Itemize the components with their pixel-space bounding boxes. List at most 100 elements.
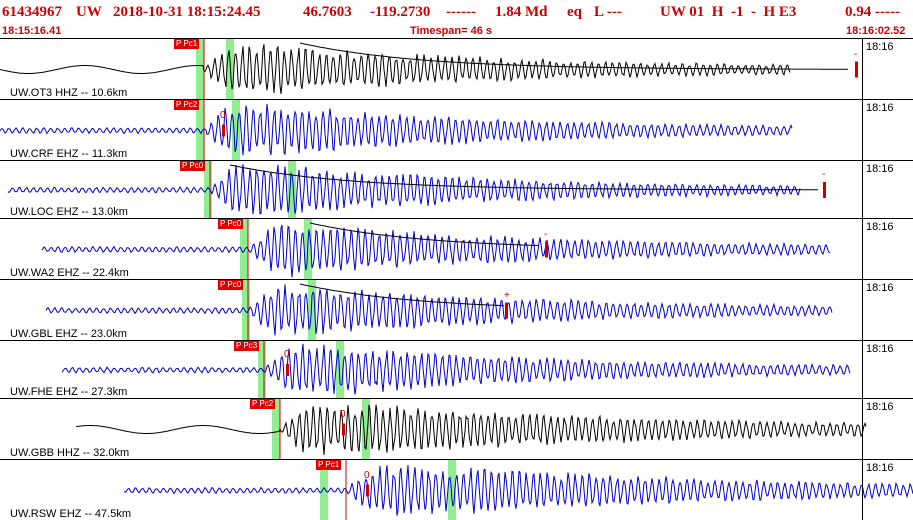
- waveform-plot: [45, 280, 833, 340]
- window-end-marker[interactable]: [308, 280, 316, 340]
- coda-end-marker[interactable]: [505, 302, 508, 319]
- waveform-plot: [61, 341, 851, 398]
- station-label: UW.GBB HHZ -- 32.0km: [10, 447, 130, 459]
- coda-end-marker[interactable]: [545, 241, 548, 258]
- start-time: 18:15:16.41: [2, 25, 62, 37]
- window-end-marker[interactable]: [362, 399, 370, 459]
- amplitude-label: 0: [220, 109, 226, 121]
- waveform-trace: [0, 44, 791, 95]
- waveform-plot: [0, 39, 858, 99]
- trace-time-label: 18:16: [866, 401, 894, 413]
- trace-row[interactable]: 0 P Pc2 18:16 UW.GBB HHZ -- 32.0km: [0, 398, 913, 459]
- time-marker-line: [862, 100, 863, 160]
- waveform-trace: [123, 465, 913, 516]
- event-longitude: -119.2730: [370, 4, 431, 20]
- station-label: UW.CRF EHZ -- 11.3km: [10, 148, 128, 160]
- amplitude-pick-marker[interactable]: [342, 423, 345, 436]
- trace-row[interactable]: 0 P Pc1 18:16 UW.RSW EHZ -- 47.5km: [0, 459, 913, 520]
- window-end-marker[interactable]: [232, 100, 240, 160]
- waveform-trace: [45, 284, 833, 336]
- window-start-marker[interactable]: [196, 100, 204, 160]
- amplitude-label: +: [504, 289, 510, 301]
- p-pick-tag[interactable]: P Pc0: [180, 161, 206, 171]
- waveform-trace: [75, 404, 867, 455]
- station-label: UW.FHE EHZ -- 27.3km: [10, 386, 128, 398]
- trace-row[interactable]: + P Pc0 18:16 UW.GBL EHZ -- 23.0km: [0, 279, 913, 340]
- time-marker-line: [862, 219, 863, 279]
- trace-time-label: 18:16: [866, 343, 894, 355]
- trace-time-label: 18:16: [866, 41, 894, 53]
- station-label: UW.LOC EHZ -- 13.0km: [10, 206, 128, 218]
- event-latitude: 46.7603: [303, 4, 352, 20]
- coda-end-marker[interactable]: [855, 61, 858, 78]
- event-datetime: 2018-10-31 18:15:24.45: [113, 4, 261, 20]
- event-quality: UW 01 H -1 - H E3: [660, 4, 797, 20]
- amplitude-pick-marker[interactable]: [286, 364, 289, 376]
- waveform-plot: [41, 219, 831, 279]
- window-end-marker[interactable]: [288, 161, 296, 218]
- trace-time-label: 18:16: [866, 102, 894, 114]
- p-pick-tag[interactable]: P Pc0: [218, 219, 244, 229]
- amplitude-pick-marker[interactable]: [366, 484, 369, 497]
- p-pick-tag[interactable]: P Pc2: [250, 399, 276, 409]
- amplitude-pick-marker[interactable]: [222, 124, 225, 137]
- event-location-flag: L ---: [594, 4, 622, 20]
- station-label: UW.WA2 EHZ -- 22.4km: [10, 267, 129, 279]
- window-end-marker[interactable]: [448, 460, 456, 520]
- trace-row[interactable]: - P Pc0 18:16 UW.WA2 EHZ -- 22.4km: [0, 218, 913, 279]
- waveform-trace: [61, 343, 851, 395]
- station-label: UW.GBL EHZ -- 23.0km: [10, 328, 127, 340]
- window-end-marker[interactable]: [336, 341, 344, 398]
- trace-row[interactable]: 0 P Pc3 18:16 UW.FHE EHZ -- 27.3km: [0, 340, 913, 398]
- time-marker-line: [862, 399, 863, 459]
- trace-time-label: 18:16: [866, 462, 894, 474]
- time-marker-line: [862, 341, 863, 398]
- p-pick-tag[interactable]: P Pc2: [174, 100, 200, 110]
- coda-end-marker[interactable]: [823, 182, 826, 198]
- amplitude-label: -: [822, 169, 826, 180]
- waveform-plot: [75, 399, 867, 459]
- coda-fit-curve: [229, 164, 818, 191]
- waveform-trace: [0, 103, 793, 156]
- trace-time-label: 18:16: [866, 282, 894, 294]
- window-start-marker[interactable]: [320, 460, 328, 520]
- event-header: 61434967 UW 2018-10-31 18:15:24.45 46.76…: [0, 0, 913, 24]
- waveform-plot: [123, 460, 913, 520]
- p-pick-tag[interactable]: P Pc3: [234, 341, 260, 351]
- waveform-trace: [7, 164, 801, 215]
- amplitude-label: -: [544, 228, 548, 240]
- station-label: UW.OT3 HHZ -- 10.6km: [10, 87, 128, 99]
- window-start-marker[interactable]: [242, 280, 250, 340]
- time-marker-line: [862, 161, 863, 218]
- event-rms: 0.94 -----: [845, 4, 900, 20]
- waveform-plot: [7, 161, 826, 218]
- time-marker-line: [862, 460, 863, 520]
- window-start-marker[interactable]: [240, 219, 248, 279]
- trace-row[interactable]: - P Pc1 18:16 UW.OT3 HHZ -- 10.6km: [0, 38, 913, 99]
- trace-time-label: 18:16: [866, 221, 894, 233]
- amplitude-label: -: [854, 48, 858, 60]
- p-pick-tag[interactable]: P Pc1: [174, 39, 200, 49]
- event-id: 61434967: [2, 4, 62, 20]
- amplitude-label: 0: [340, 408, 346, 420]
- timespan: Timespan= 46 s: [410, 25, 493, 37]
- window-start-marker[interactable]: [272, 399, 280, 459]
- amplitude-label: 0: [364, 469, 370, 481]
- station-label: UW.RSW EHZ -- 47.5km: [10, 508, 132, 520]
- p-pick-tag[interactable]: P Pc1: [316, 460, 342, 470]
- trace-row[interactable]: - P Pc0 18:16 UW.LOC EHZ -- 13.0km: [0, 160, 913, 218]
- trace-time-label: 18:16: [866, 163, 894, 175]
- event-type: eq: [567, 4, 582, 20]
- window-start-marker[interactable]: [196, 39, 204, 99]
- waveform-trace: [41, 224, 831, 278]
- coda-fit-curve: [309, 222, 539, 246]
- trace-row[interactable]: 0 P Pc2 18:16 UW.CRF EHZ -- 11.3km: [0, 99, 913, 160]
- time-marker-line: [862, 280, 863, 340]
- end-time: 18:16:02.52: [846, 25, 906, 37]
- coda-fit-curve: [299, 283, 505, 307]
- window-start-marker[interactable]: [204, 161, 212, 218]
- event-network: UW: [76, 4, 102, 20]
- p-pick-tag[interactable]: P Pc0: [218, 280, 244, 290]
- amplitude-label: 0: [284, 349, 290, 360]
